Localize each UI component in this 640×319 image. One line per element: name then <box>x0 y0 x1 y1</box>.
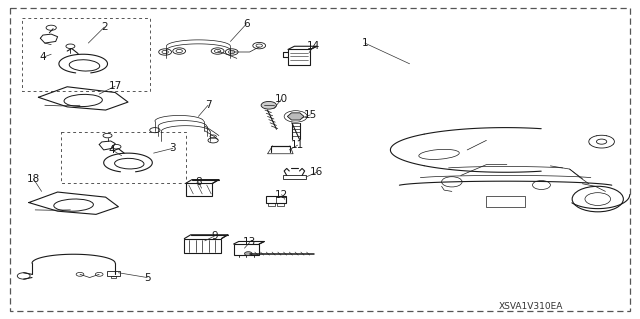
Text: 4: 4 <box>109 145 115 155</box>
Text: 3: 3 <box>170 143 176 153</box>
Circle shape <box>261 101 276 109</box>
Bar <box>486 196 525 207</box>
Text: 6: 6 <box>243 19 250 29</box>
Circle shape <box>244 252 252 256</box>
Polygon shape <box>287 113 304 120</box>
Text: 9: 9 <box>211 231 218 241</box>
Text: 17: 17 <box>109 81 122 91</box>
Text: 8: 8 <box>195 177 202 187</box>
Text: 1: 1 <box>362 38 368 48</box>
Text: 16: 16 <box>310 167 323 177</box>
Text: 11: 11 <box>291 140 304 150</box>
Text: XSVA1V310EA: XSVA1V310EA <box>499 302 563 311</box>
Bar <box>266 196 286 203</box>
Bar <box>22 18 150 91</box>
Text: 13: 13 <box>243 237 256 248</box>
Text: 15: 15 <box>304 110 317 120</box>
Text: 2: 2 <box>101 22 108 32</box>
Text: 7: 7 <box>205 100 211 110</box>
Bar <box>186 183 212 196</box>
Bar <box>111 276 116 278</box>
Bar <box>277 203 284 206</box>
Text: 18: 18 <box>27 174 40 184</box>
Text: 10: 10 <box>275 94 288 104</box>
Bar <box>61 132 186 183</box>
Text: 14: 14 <box>307 41 320 51</box>
Text: 12: 12 <box>275 189 288 200</box>
Bar <box>184 239 221 253</box>
Bar <box>268 203 275 206</box>
Bar <box>288 49 310 65</box>
Text: 5: 5 <box>144 272 150 283</box>
Bar <box>107 271 120 276</box>
Text: 4: 4 <box>40 52 46 63</box>
Bar <box>234 244 259 255</box>
Bar <box>283 175 306 179</box>
